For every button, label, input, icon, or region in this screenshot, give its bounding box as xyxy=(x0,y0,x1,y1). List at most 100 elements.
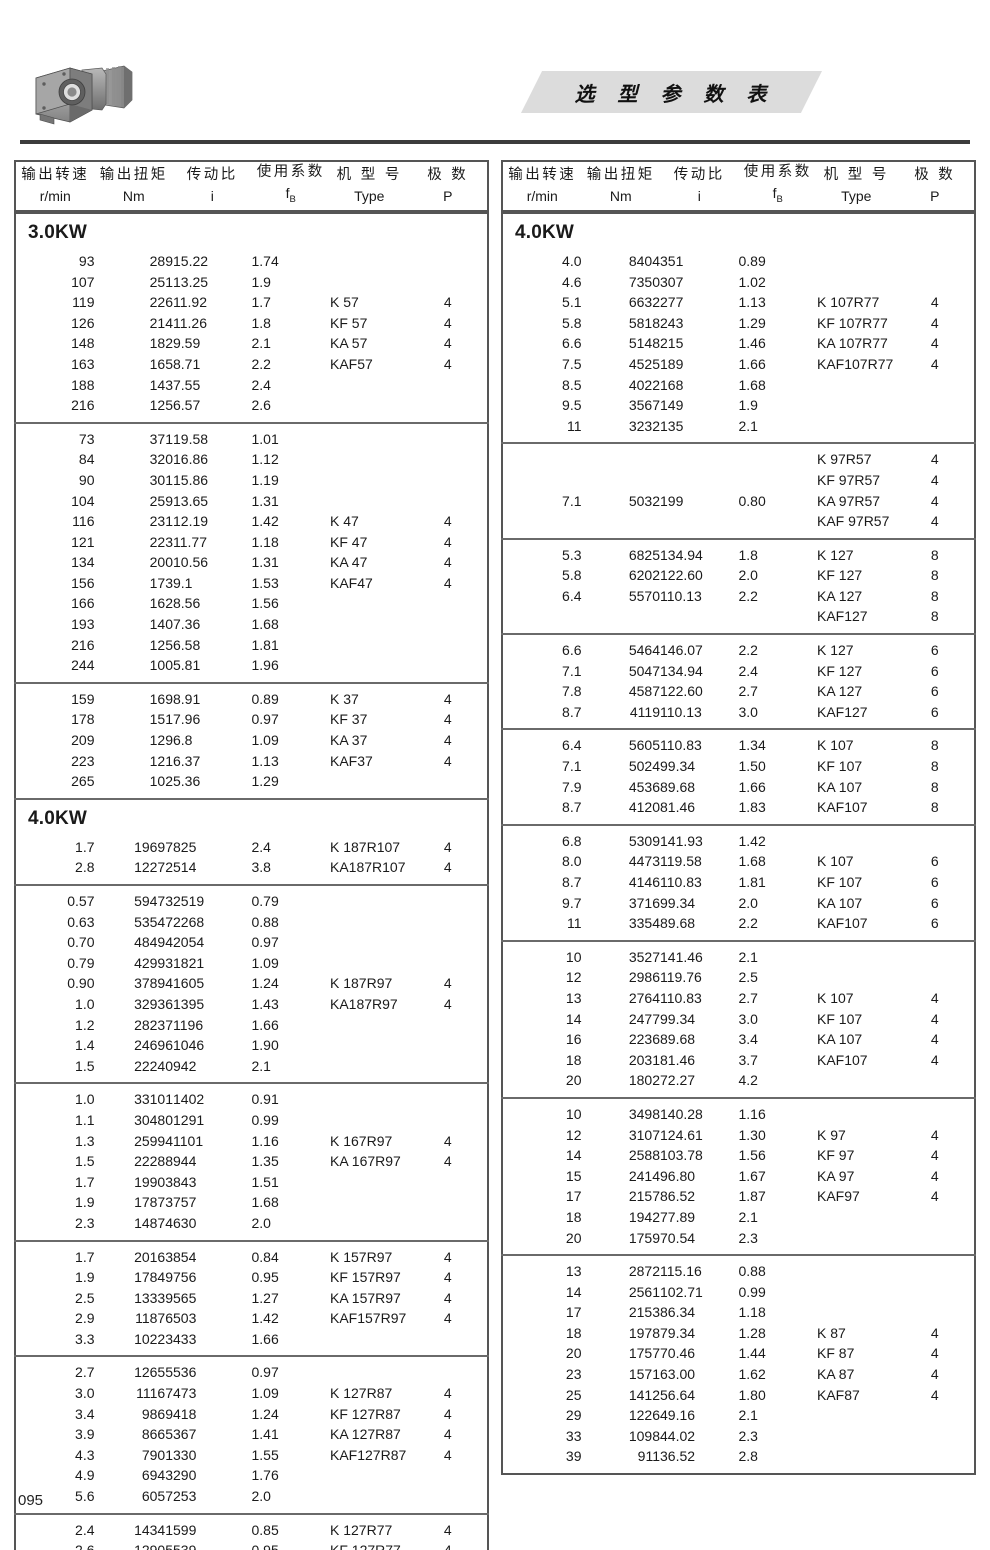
table-row[interactable]: 2.9 11876 503 1.42 KAF157R97 4 xyxy=(16,1308,487,1329)
table-row[interactable]: 23 1571 63.00 1.62 KA 87 4 xyxy=(503,1364,974,1385)
table-row[interactable]: 0.63 53547 2268 0.88 xyxy=(16,912,487,933)
table-row[interactable]: 1.2 28237 1196 1.66 xyxy=(16,1015,487,1036)
table-row[interactable]: 1.9 17873 757 1.68 xyxy=(16,1192,487,1213)
table-row[interactable]: 14 2588 103.78 1.56 KF 97 4 xyxy=(503,1145,974,1166)
table-row[interactable]: 8.5 4022 168 1.68 xyxy=(503,375,974,396)
table-row[interactable]: 17 2157 86.52 1.87 KAF97 4 xyxy=(503,1186,974,1207)
table-row[interactable]: 4.6 7350 307 1.02 xyxy=(503,272,974,293)
table-row[interactable]: 6.6 5148 215 1.46 KA 107R77 4 xyxy=(503,333,974,354)
table-row[interactable]: 90 301 15.86 1.19 xyxy=(16,470,487,491)
table-row[interactable]: 9.7 3716 99.34 2.0 KA 107 6 xyxy=(503,893,974,914)
table-row[interactable]: 0.57 59473 2519 0.79 xyxy=(16,891,487,912)
table-row[interactable]: 18 1978 79.34 1.28 K 87 4 xyxy=(503,1323,974,1344)
table-row[interactable]: 1.0 33101 1402 0.91 xyxy=(16,1089,487,1110)
table-row[interactable]: 20 1802 72.27 4.2 xyxy=(503,1070,974,1091)
table-row[interactable]: 8.7 4119 110.13 3.0 KAF127 6 xyxy=(503,702,974,723)
table-row[interactable]: 17 2153 86.34 1.18 xyxy=(503,1302,974,1323)
table-row[interactable]: 1.7 20163 854 0.84 K 157R97 4 xyxy=(16,1247,487,1268)
table-row[interactable]: 7.5 4525 189 1.66 KAF107R77 4 xyxy=(503,354,974,375)
table-row[interactable]: 14 2477 99.34 3.0 KF 107 4 xyxy=(503,1009,974,1030)
table-row[interactable]: 7.9 4536 89.68 1.66 KA 107 8 xyxy=(503,777,974,798)
table-row[interactable]: 178 151 7.96 0.97 KF 37 4 xyxy=(16,709,487,730)
table-row[interactable]: 6.4 5570 110.13 2.2 KA 127 8 xyxy=(503,586,974,607)
table-row[interactable]: 6.6 5464 146.07 2.2 K 127 6 xyxy=(503,640,974,661)
table-row[interactable]: 163 165 8.71 2.2 KAF57 4 xyxy=(16,354,487,375)
table-row[interactable]: 2.4 14341 599 0.85 K 127R77 4 xyxy=(16,1520,487,1541)
table-row[interactable]: KAF 97R57 4 xyxy=(503,511,974,532)
table-row[interactable]: 0.90 37894 1605 1.24 K 187R97 4 xyxy=(16,973,487,994)
table-row[interactable]: 5.1 6632 277 1.13 K 107R77 4 xyxy=(503,292,974,313)
table-row[interactable]: 5.6 6057 253 2.0 xyxy=(16,1486,487,1507)
table-row[interactable]: 2.7 12655 536 0.97 xyxy=(16,1362,487,1383)
table-row[interactable]: 8.7 4120 81.46 1.83 KAF107 8 xyxy=(503,797,974,818)
table-row[interactable]: 121 223 11.77 1.18 KF 47 4 xyxy=(16,532,487,553)
table-row[interactable]: 18 2031 81.46 3.7 KAF107 4 xyxy=(503,1050,974,1071)
table-row[interactable]: 4.9 6943 290 1.76 xyxy=(16,1465,487,1486)
table-row[interactable]: KAF127 8 xyxy=(503,606,974,627)
table-row[interactable]: 2.8 12272 514 3.8 KA187R107 4 xyxy=(16,857,487,878)
table-row[interactable]: 25 1412 56.64 1.80 KAF87 4 xyxy=(503,1385,974,1406)
table-row[interactable]: 265 102 5.36 1.29 xyxy=(16,771,487,792)
table-row[interactable]: 20 1757 70.46 1.44 KF 87 4 xyxy=(503,1343,974,1364)
table-row[interactable]: 134 200 10.56 1.31 KA 47 4 xyxy=(16,552,487,573)
table-row[interactable]: 15 2414 96.80 1.67 KA 97 4 xyxy=(503,1166,974,1187)
table-row[interactable]: 5.3 6825 134.94 1.8 K 127 8 xyxy=(503,545,974,566)
table-row[interactable]: 20 1759 70.54 2.3 xyxy=(503,1228,974,1249)
table-row[interactable]: 12 3107 124.61 1.30 K 97 4 xyxy=(503,1125,974,1146)
table-row[interactable]: 1.5 22288 944 1.35 KA 167R97 4 xyxy=(16,1151,487,1172)
table-row[interactable]: 3.4 9869 418 1.24 KF 127R87 4 xyxy=(16,1404,487,1425)
table-row[interactable]: 14 2561 102.71 0.99 xyxy=(503,1282,974,1303)
table-row[interactable]: 12 2986 119.76 2.5 xyxy=(503,967,974,988)
table-row[interactable]: 11 3232 135 2.1 xyxy=(503,416,974,437)
table-row[interactable]: 4.3 7901 330 1.55 KAF127R87 4 xyxy=(16,1445,487,1466)
table-row[interactable]: K 97R57 4 xyxy=(503,449,974,470)
table-row[interactable]: 29 1226 49.16 2.1 xyxy=(503,1405,974,1426)
table-row[interactable]: 7.1 5032 199 0.80 KA 97R57 4 xyxy=(503,491,974,512)
table-row[interactable]: 1.7 19697 825 2.4 K 187R107 4 xyxy=(16,837,487,858)
table-row[interactable]: 5.8 6202 122.60 2.0 KF 127 8 xyxy=(503,565,974,586)
table-row[interactable]: 244 100 5.81 1.96 xyxy=(16,655,487,676)
table-row[interactable]: 3.3 10223 433 1.66 xyxy=(16,1329,487,1350)
table-row[interactable]: 10 3498 140.28 1.16 xyxy=(503,1104,974,1125)
table-row[interactable]: 13 2764 110.83 2.7 K 107 4 xyxy=(503,988,974,1009)
table-row[interactable]: 93 289 15.22 1.74 xyxy=(16,251,487,272)
table-row[interactable]: 9.5 3567 149 1.9 xyxy=(503,395,974,416)
table-row[interactable]: 0.79 42993 1821 1.09 xyxy=(16,953,487,974)
table-row[interactable]: 6.8 5309 141.93 1.42 xyxy=(503,831,974,852)
table-row[interactable]: KF 97R57 4 xyxy=(503,470,974,491)
table-row[interactable]: 7.8 4587 122.60 2.7 KA 127 6 xyxy=(503,681,974,702)
table-row[interactable]: 148 182 9.59 2.1 KA 57 4 xyxy=(16,333,487,354)
table-row[interactable]: 7.1 5024 99.34 1.50 KF 107 8 xyxy=(503,756,974,777)
table-row[interactable]: 119 226 11.92 1.7 K 57 4 xyxy=(16,292,487,313)
table-row[interactable]: 159 169 8.91 0.89 K 37 4 xyxy=(16,689,487,710)
table-row[interactable]: 1.7 19903 843 1.51 xyxy=(16,1172,487,1193)
table-row[interactable]: 13 2872 115.16 0.88 xyxy=(503,1261,974,1282)
table-row[interactable]: 193 140 7.36 1.68 xyxy=(16,614,487,635)
table-row[interactable]: 6.4 5605 110.83 1.34 K 107 8 xyxy=(503,735,974,756)
table-row[interactable]: 1.4 24696 1046 1.90 xyxy=(16,1035,487,1056)
table-row[interactable]: 1.5 22240 942 2.1 xyxy=(16,1056,487,1077)
table-row[interactable]: 2.3 14874 630 2.0 xyxy=(16,1213,487,1234)
table-row[interactable]: 10 3527 141.46 2.1 xyxy=(503,947,974,968)
table-row[interactable]: 156 173 9.1 1.53 KAF47 4 xyxy=(16,573,487,594)
table-row[interactable]: 166 162 8.56 1.56 xyxy=(16,593,487,614)
table-row[interactable]: 0.70 48494 2054 0.97 xyxy=(16,932,487,953)
table-row[interactable]: 4.0 8404 351 0.89 xyxy=(503,251,974,272)
table-row[interactable]: 8.7 4146 110.83 1.81 KF 107 6 xyxy=(503,872,974,893)
table-row[interactable]: 3.0 11167 473 1.09 K 127R87 4 xyxy=(16,1383,487,1404)
table-row[interactable]: 1.1 30480 1291 0.99 xyxy=(16,1110,487,1131)
table-row[interactable]: 11 3354 89.68 2.2 KAF107 6 xyxy=(503,913,974,934)
table-row[interactable]: 223 121 6.37 1.13 KAF37 4 xyxy=(16,751,487,772)
table-row[interactable]: 126 214 11.26 1.8 KF 57 4 xyxy=(16,313,487,334)
table-row[interactable]: 104 259 13.65 1.31 xyxy=(16,491,487,512)
table-row[interactable]: 1.3 25994 1101 1.16 K 167R97 4 xyxy=(16,1131,487,1152)
table-row[interactable]: 1.0 32936 1395 1.43 KA187R97 4 xyxy=(16,994,487,1015)
table-row[interactable]: 7.1 5047 134.94 2.4 KF 127 6 xyxy=(503,661,974,682)
table-row[interactable]: 216 125 6.58 1.81 xyxy=(16,635,487,656)
table-row[interactable]: 116 231 12.19 1.42 K 47 4 xyxy=(16,511,487,532)
table-row[interactable]: 73 371 19.58 1.01 xyxy=(16,429,487,450)
table-row[interactable]: 5.8 5818 243 1.29 KF 107R77 4 xyxy=(503,313,974,334)
table-row[interactable]: 107 251 13.25 1.9 xyxy=(16,272,487,293)
table-row[interactable]: 2.5 13339 565 1.27 KA 157R97 4 xyxy=(16,1288,487,1309)
